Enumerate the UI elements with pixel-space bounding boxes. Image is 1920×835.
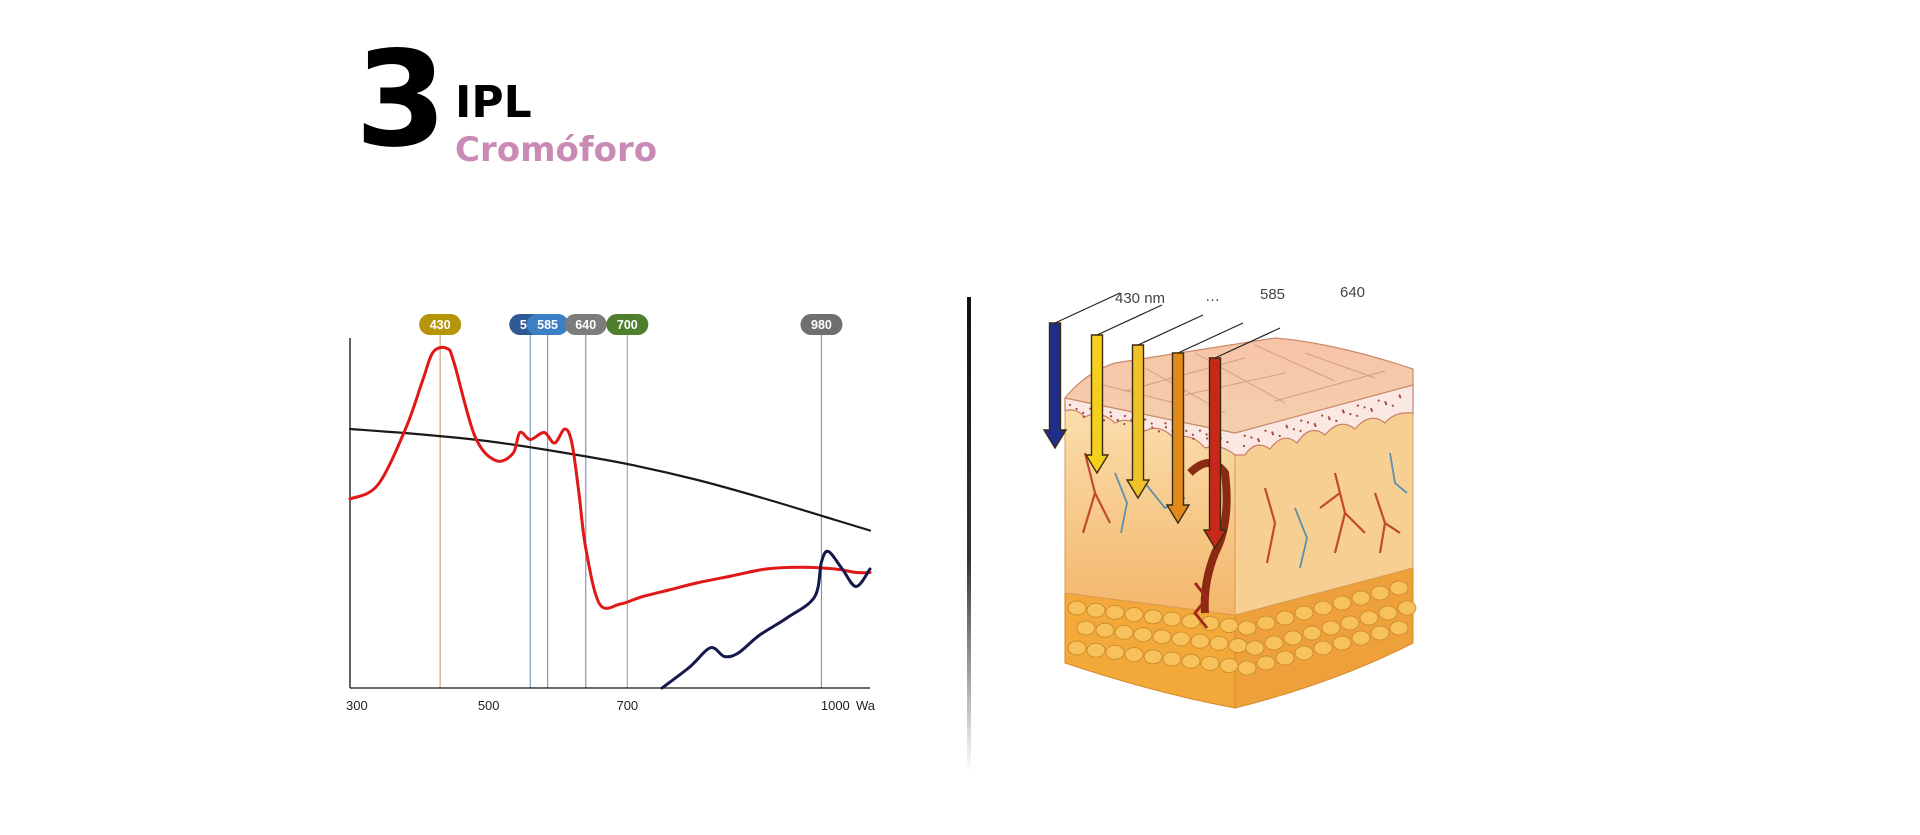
arrow-leader-5 (1214, 327, 1281, 359)
skin-wavelength-label: 640 (1340, 284, 1365, 301)
x-axis-label: Wa (856, 698, 876, 713)
vein (1114, 472, 1128, 534)
light-arrow-1 (1042, 322, 1068, 450)
arrow-leader-2 (1096, 304, 1163, 336)
blood-vessel (1263, 487, 1277, 564)
blood-vessel (1081, 452, 1111, 534)
page-subtitle: Cromóforo (455, 130, 658, 170)
light-arrow-4 (1165, 352, 1191, 525)
skin-diagram: 430 nm … 585 640 (1042, 284, 1417, 709)
series-line-1 (348, 427, 872, 532)
fat-layer-side (1234, 567, 1414, 709)
skin-surface (1063, 337, 1414, 434)
x-tick-label-300: 300 (346, 698, 368, 713)
light-arrow-3 (1125, 344, 1151, 500)
vein (1294, 507, 1308, 569)
marker-pill-430 (419, 314, 462, 335)
series-line-2 (348, 345, 872, 610)
arrow-leader-3 (1137, 314, 1204, 346)
page-title: IPL (455, 77, 532, 128)
x-tick-label-500: 500 (478, 698, 500, 713)
marker-label-585: 585 (537, 318, 558, 332)
skin-wavelength-label: 430 nm (1115, 290, 1165, 307)
vein (1389, 452, 1408, 494)
x-tick-label-700: 700 (616, 698, 638, 713)
blood-vessel (1319, 472, 1366, 554)
hair-root (1193, 582, 1209, 629)
series-line-3 (660, 549, 872, 690)
x-tick-label-1000: 1000 (821, 698, 850, 713)
marker-label-430: 430 (430, 318, 451, 332)
marker-pill-585 (526, 314, 569, 335)
arrow-leader-4 (1177, 322, 1244, 354)
light-arrow-2 (1084, 334, 1110, 475)
section-number: 3 (355, 23, 447, 177)
marker-label-700: 700 (617, 318, 638, 332)
blood-vessel (1373, 492, 1401, 554)
arrow-leader-1 (1054, 292, 1121, 324)
marker-pill-980 (800, 314, 843, 335)
marker-pill-700 (606, 314, 649, 335)
absorption-chart: 4305605856407009803005007001000Wa (346, 314, 876, 713)
marker-label-640: 640 (575, 318, 596, 332)
light-arrow-5 (1202, 357, 1228, 550)
marker-pill-640 (564, 314, 607, 335)
skin-wavelength-label: 585 (1260, 286, 1285, 303)
marker-label-980: 980 (811, 318, 832, 332)
vertical-divider (967, 297, 971, 772)
skin-wavelength-label: … (1205, 288, 1220, 305)
